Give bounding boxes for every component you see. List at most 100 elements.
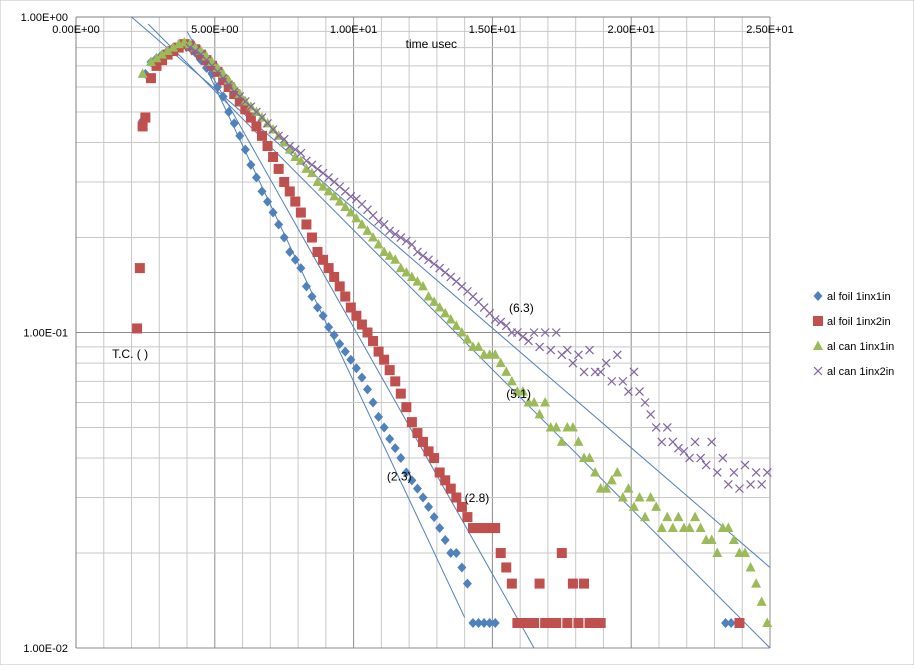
data-point bbox=[345, 302, 356, 313]
x-marker-stroke bbox=[274, 131, 284, 141]
x-marker-stroke bbox=[207, 61, 217, 71]
data-point bbox=[379, 422, 389, 433]
legend-label: al can 1inx2in bbox=[827, 366, 894, 378]
data-point bbox=[268, 151, 279, 162]
data-point bbox=[279, 134, 289, 144]
legend-label: al foil 1inx1in bbox=[827, 291, 891, 303]
data-point bbox=[284, 144, 295, 154]
data-point bbox=[726, 618, 736, 629]
y-tick-label: 1.00E+00 bbox=[21, 12, 68, 24]
trendline bbox=[131, 16, 771, 568]
data-point bbox=[379, 354, 390, 365]
data-point bbox=[673, 443, 683, 453]
data-point bbox=[745, 561, 756, 572]
data-point bbox=[584, 618, 595, 629]
data-point bbox=[617, 491, 628, 502]
data-point bbox=[224, 106, 234, 117]
data-point bbox=[190, 46, 200, 56]
data-point bbox=[185, 43, 195, 52]
data-point bbox=[696, 453, 706, 463]
data-point bbox=[645, 491, 656, 502]
data-point bbox=[567, 578, 578, 589]
data-point bbox=[735, 484, 744, 494]
data-point bbox=[562, 345, 572, 355]
x-marker-stroke bbox=[562, 345, 572, 355]
data-point bbox=[690, 511, 701, 522]
data-point bbox=[157, 55, 168, 66]
x-marker-stroke bbox=[529, 328, 539, 337]
data-point bbox=[301, 156, 311, 166]
x-marker-stroke bbox=[579, 367, 589, 377]
x-marker-stroke bbox=[307, 160, 317, 170]
x-marker-stroke bbox=[546, 345, 556, 355]
data-point bbox=[234, 88, 245, 99]
data-point bbox=[474, 618, 484, 629]
data-point bbox=[218, 73, 228, 83]
x-marker-stroke bbox=[290, 145, 300, 155]
data-point bbox=[640, 398, 650, 407]
data-point bbox=[257, 186, 267, 197]
data-point bbox=[395, 388, 406, 399]
data-point bbox=[396, 233, 406, 242]
data-point bbox=[479, 618, 489, 629]
data-point bbox=[434, 467, 445, 478]
data-point bbox=[401, 467, 411, 478]
data-point bbox=[334, 281, 345, 292]
data-point bbox=[134, 263, 145, 274]
data-point bbox=[723, 479, 733, 489]
data-point bbox=[635, 387, 644, 396]
data-point bbox=[424, 501, 434, 512]
x-marker-stroke bbox=[646, 409, 656, 419]
data-point bbox=[451, 320, 462, 330]
data-point bbox=[351, 363, 361, 374]
data-point bbox=[401, 402, 412, 413]
data-point bbox=[556, 548, 567, 559]
data-point bbox=[413, 247, 422, 257]
data-point bbox=[618, 376, 628, 386]
data-point bbox=[296, 263, 306, 274]
data-point bbox=[418, 492, 428, 503]
data-point bbox=[712, 468, 722, 477]
data-point bbox=[435, 523, 445, 534]
x-marker-stroke bbox=[568, 358, 578, 368]
data-point bbox=[456, 501, 467, 512]
x-marker-stroke bbox=[701, 460, 711, 470]
data-point bbox=[407, 475, 417, 486]
data-point bbox=[313, 302, 323, 313]
data-point bbox=[540, 396, 551, 407]
y-tick-label: 1.00E-01 bbox=[23, 328, 68, 340]
data-point bbox=[306, 232, 317, 243]
x-marker-stroke bbox=[757, 479, 767, 489]
data-point bbox=[445, 483, 456, 494]
data-point bbox=[634, 491, 645, 502]
data-point bbox=[279, 176, 290, 187]
data-point bbox=[517, 386, 528, 396]
series-1 bbox=[132, 39, 736, 629]
data-point bbox=[462, 334, 473, 344]
data-point bbox=[485, 618, 495, 629]
data-point bbox=[418, 251, 428, 261]
x-marker-stroke bbox=[202, 55, 211, 65]
data-point bbox=[418, 280, 428, 291]
data-point bbox=[296, 148, 306, 158]
data-point bbox=[235, 130, 245, 141]
x-marker-stroke bbox=[651, 423, 661, 432]
data-point bbox=[168, 42, 179, 52]
data-point bbox=[523, 618, 534, 629]
x-marker-stroke bbox=[435, 263, 445, 273]
data-point bbox=[446, 272, 456, 282]
data-point bbox=[440, 534, 450, 545]
x-marker-stroke bbox=[235, 92, 245, 101]
data-point bbox=[551, 618, 562, 629]
data-point bbox=[740, 460, 750, 470]
data-point bbox=[256, 130, 267, 141]
data-point bbox=[612, 350, 622, 360]
x-marker-stroke bbox=[524, 336, 533, 346]
data-point bbox=[518, 332, 528, 342]
data-point bbox=[473, 523, 484, 534]
data-point bbox=[495, 357, 506, 368]
data-point bbox=[573, 436, 584, 446]
x-marker-stroke bbox=[746, 479, 755, 489]
data-point bbox=[290, 151, 301, 161]
x-marker-stroke bbox=[729, 468, 739, 477]
